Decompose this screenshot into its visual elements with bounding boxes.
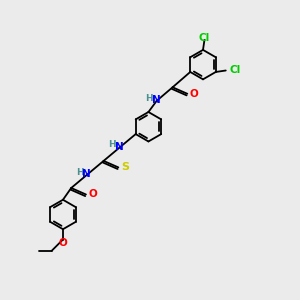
Text: H: H	[76, 168, 84, 177]
Text: Cl: Cl	[199, 32, 210, 43]
Text: H: H	[109, 140, 116, 149]
Text: O: O	[189, 89, 198, 99]
Text: N: N	[152, 95, 161, 105]
Text: O: O	[88, 190, 97, 200]
Text: S: S	[121, 162, 129, 172]
Text: H: H	[146, 94, 153, 103]
Text: N: N	[82, 169, 91, 179]
Text: O: O	[58, 238, 67, 248]
Text: Cl: Cl	[230, 65, 241, 76]
Text: N: N	[115, 142, 124, 152]
